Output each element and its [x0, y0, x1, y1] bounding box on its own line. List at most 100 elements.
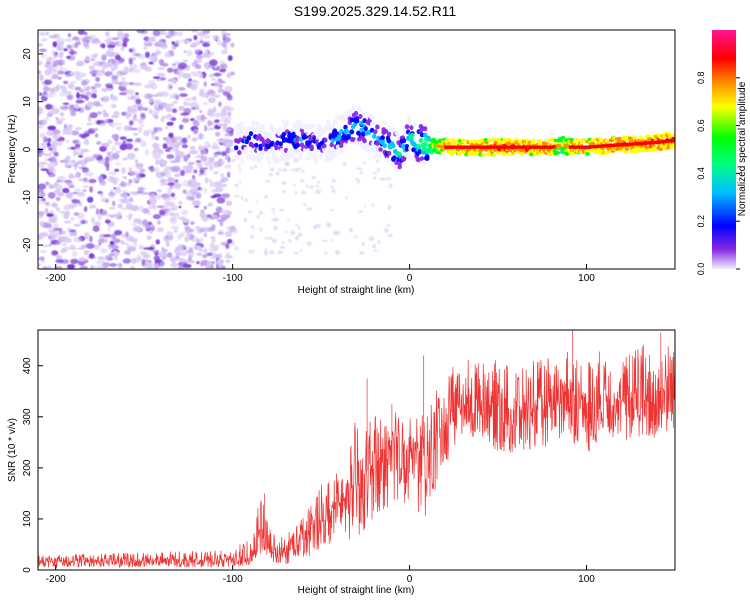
noise-speckle	[131, 222, 137, 226]
noise-speckle	[206, 252, 214, 257]
noise-speckle	[222, 34, 226, 41]
noise-speckle	[172, 212, 180, 218]
ridge-cell	[378, 147, 383, 153]
noise-speckle	[49, 156, 57, 163]
spectrogram-y-ticks: -20 -10 0 10 20	[22, 48, 43, 252]
noise-speckle	[386, 224, 390, 227]
noise-speckle	[46, 142, 51, 147]
noise-speckle	[130, 105, 137, 110]
noise-speckle	[387, 205, 392, 210]
noise-speckle	[174, 61, 181, 65]
noise-speckle	[166, 173, 172, 179]
noise-speckle	[302, 203, 307, 207]
ridge-cell	[353, 110, 359, 116]
ridge-cell	[363, 126, 368, 132]
noise-speckle	[127, 153, 136, 160]
ridge-cell	[386, 131, 392, 137]
noise-speckle	[48, 236, 53, 240]
noise-speckle	[371, 203, 375, 207]
noise-speckle	[89, 66, 95, 71]
noise-speckle	[82, 185, 89, 188]
noise-speckle	[265, 179, 271, 183]
noise-speckle	[102, 63, 106, 70]
noise-speckle	[217, 123, 225, 127]
ridge-cell	[384, 157, 390, 163]
noise-speckle	[224, 254, 233, 259]
noise-speckle	[191, 42, 196, 47]
noise-speckle	[306, 207, 313, 211]
noise-speckle	[83, 206, 88, 213]
noise-speckle	[100, 248, 108, 254]
noise-speckle	[213, 244, 220, 251]
noise-speckle	[47, 137, 52, 143]
noise-speckle	[71, 199, 81, 204]
noise-speckle	[125, 231, 129, 238]
ridge-cell	[382, 143, 387, 149]
noise-speckle	[38, 70, 42, 74]
noise-speckle	[78, 133, 86, 138]
noise-speckle	[65, 191, 74, 199]
noise-speckle	[106, 214, 112, 217]
noise-speckle	[281, 181, 287, 186]
noise-speckle	[219, 64, 226, 69]
ridge-cell	[419, 156, 425, 162]
noise-speckle	[248, 250, 252, 254]
noise-speckle	[78, 151, 85, 155]
noise-speckle	[136, 30, 145, 34]
ridge-cell	[309, 144, 314, 150]
noise-speckle	[322, 239, 328, 242]
noise-speckle	[84, 96, 89, 100]
ridge-cell	[513, 148, 518, 152]
noise-speckle	[167, 187, 172, 195]
noise-speckle	[202, 30, 211, 34]
ridge-cell	[510, 139, 515, 144]
ridge-cell	[299, 142, 305, 148]
noise-speckle	[179, 124, 184, 130]
noise-speckle	[181, 144, 188, 149]
x-tick-label: -100	[223, 574, 243, 585]
noise-speckle	[214, 112, 222, 118]
noise-speckle	[131, 118, 139, 122]
noise-speckle	[86, 122, 93, 126]
noise-speckle	[115, 186, 121, 192]
noise-speckle	[76, 72, 80, 77]
noise-speckle	[359, 171, 363, 175]
noise-speckle	[220, 214, 229, 221]
noise-speckle	[300, 249, 303, 252]
noise-speckle	[162, 32, 172, 35]
noise-speckle	[194, 48, 203, 52]
noise-speckle	[115, 126, 122, 131]
noise-speckle	[226, 252, 230, 256]
noise-speckle	[39, 232, 49, 237]
noise-speckle	[39, 132, 46, 139]
noise-speckle	[129, 69, 133, 73]
ridge-cell	[260, 124, 265, 130]
noise-speckle	[152, 30, 161, 37]
ridge-cell	[294, 123, 299, 129]
ridge-cell	[647, 134, 652, 139]
noise-speckle	[88, 38, 95, 41]
noise-speckle	[187, 164, 193, 169]
noise-speckle	[135, 92, 139, 96]
ridge-cell	[555, 151, 561, 155]
noise-speckle	[114, 168, 120, 172]
ridge-cell	[292, 153, 297, 159]
noise-speckle	[38, 143, 42, 146]
noise-speckle	[43, 153, 53, 157]
ridge-cell	[581, 138, 586, 142]
noise-speckle	[96, 111, 102, 115]
noise-speckle	[56, 44, 63, 51]
ridge-cell	[344, 128, 349, 134]
noise-speckle	[300, 190, 307, 195]
noise-speckle	[284, 230, 289, 233]
noise-speckle	[220, 177, 229, 182]
noise-speckle	[119, 193, 128, 198]
noise-speckle	[290, 230, 296, 236]
noise-speckle	[181, 244, 187, 249]
noise-speckle	[117, 203, 123, 209]
snr-x-label: Height of straight line (km)	[298, 585, 415, 596]
noise-speckle	[231, 159, 236, 163]
noise-speckle	[357, 178, 361, 184]
noise-speckle	[194, 41, 201, 46]
spectrogram-ridge	[234, 105, 675, 173]
